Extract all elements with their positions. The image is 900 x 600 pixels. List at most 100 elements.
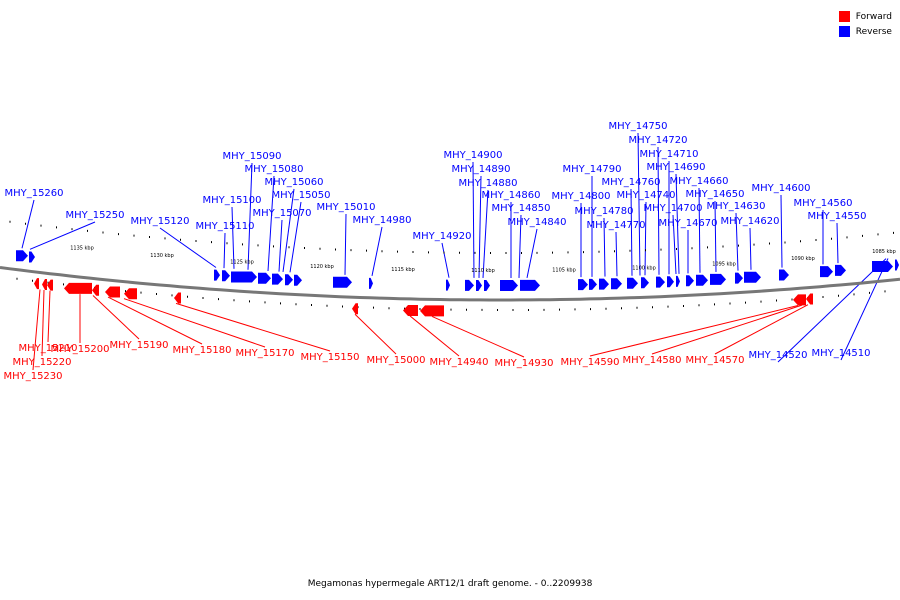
- forward-gene-arrow: [42, 279, 47, 291]
- ruler-label: 1100 kbp: [632, 265, 656, 271]
- reverse-gene-label: MHY_14670: [658, 218, 717, 229]
- reverse-gene-arrow: [676, 275, 680, 287]
- forward-gene-arrow: [806, 293, 813, 305]
- reverse-gene-label: MHY_14600: [751, 183, 810, 194]
- reverse-gene-label: MHY_14880: [458, 178, 517, 189]
- reverse-gene-arrow: [872, 260, 893, 272]
- forward-gene-label: MHY_15170: [235, 348, 294, 359]
- connector-line: [441, 242, 450, 278]
- reverse-gene-label: MHY_14980: [352, 215, 411, 226]
- connector-line: [289, 201, 302, 273]
- reverse-gene-arrow: [294, 274, 302, 286]
- connector-line: [32, 289, 41, 371]
- forward-gene-label: MHY_14940: [429, 357, 488, 368]
- connector-line: [29, 221, 96, 250]
- reverse-gene-arrow: [656, 276, 665, 288]
- legend-forward: Forward: [838, 9, 892, 24]
- reverse-gene-label: MHY_14740: [616, 190, 675, 201]
- forward-gene-arrow: [420, 305, 444, 317]
- reverse-gene-label: MHY_15120: [130, 216, 189, 227]
- reverse-gene-arrow: [333, 276, 352, 288]
- reverse-gene-label: MHY_14660: [669, 176, 728, 187]
- connector-line: [431, 315, 525, 358]
- connector-line: [603, 217, 606, 277]
- reverse-gene-arrow: [285, 274, 293, 286]
- reverse-gene-arrow: [641, 277, 649, 289]
- reverse-gene-label: MHY_14700: [643, 203, 702, 214]
- reverse-gene-arrow: [214, 269, 220, 281]
- connector-line: [107, 296, 203, 345]
- ruler-label: 1125 kbp: [230, 259, 254, 265]
- reverse-gene-label: MHY_14850: [491, 203, 550, 214]
- reverse-gene-label: MHY_14510: [811, 348, 870, 359]
- reverse-gene-label: MHY_14890: [451, 164, 510, 175]
- ruler-label: 1115 kbp: [391, 267, 415, 273]
- forward-gene-label: MHY_15000: [366, 355, 425, 366]
- legend-reverse: Reverse: [838, 24, 892, 39]
- reverse-gene-arrow: [446, 279, 450, 291]
- label-connectors: [21, 132, 889, 371]
- reverse-gene-label: MHY_14720: [628, 135, 687, 146]
- reverse-gene-label: MHY_14690: [646, 162, 705, 173]
- forward-gene-arrow: [47, 279, 53, 291]
- connector-line: [175, 302, 331, 352]
- forward-gene-arrow: [174, 292, 181, 304]
- reverse-gene-label: MHY_14560: [793, 198, 852, 209]
- reverse-gene-label: MHY_15250: [65, 210, 124, 221]
- connector-line: [282, 188, 295, 272]
- forward-gene-label: MHY_15180: [172, 345, 231, 356]
- connector-line: [749, 227, 752, 270]
- connector-line: [123, 298, 266, 348]
- reverse-gene-label: MHY_14790: [562, 164, 621, 175]
- reverse-gene-label: MHY_15050: [271, 190, 330, 201]
- reverse-gene-label: MHY_14520: [748, 350, 807, 361]
- reverse-gene-arrow: [710, 273, 726, 285]
- forward-gene-label: MHY_15220: [12, 357, 71, 368]
- reverse-gene-arrow: [696, 274, 708, 286]
- reverse-gene-arrow: [272, 273, 283, 285]
- reverse-gene-label: MHY_14900: [443, 150, 502, 161]
- connector-line: [223, 232, 226, 269]
- reverse-gene-arrow: [599, 278, 609, 290]
- forward-gene-arrow: [92, 284, 99, 296]
- ruler-label: 1130 kbp: [150, 253, 174, 259]
- reverse-gene-label: MHY_15090: [222, 151, 281, 162]
- connector-line: [735, 212, 739, 271]
- forward-gene-label: MHY_14570: [685, 355, 744, 366]
- connector-line: [409, 315, 460, 357]
- connector-line: [478, 175, 482, 278]
- forward-gene-label: MHY_15210: [18, 343, 77, 354]
- reverse-gene-label: MHY_14630: [706, 201, 765, 212]
- connector-line: [615, 231, 618, 277]
- reverse-swatch: [838, 26, 850, 37]
- legend: Forward Reverse: [838, 9, 892, 39]
- connector-line: [231, 206, 235, 269]
- connector-line: [589, 304, 799, 357]
- forward-gene-label: MHY_15230: [3, 371, 62, 382]
- reverse-gene-label: MHY_14550: [807, 211, 866, 222]
- connector-line: [247, 162, 253, 270]
- reverse-gene-label: MHY_14840: [507, 217, 566, 228]
- reverse-gene-label: MHY_14750: [608, 121, 667, 132]
- connector-line: [672, 214, 677, 274]
- connector-line: [836, 222, 839, 264]
- reverse-gene-arrow: [484, 279, 490, 291]
- connector-line: [92, 295, 140, 340]
- genome-backbone: [0, 266, 900, 302]
- ruler-label: 1090 kbp: [791, 256, 815, 262]
- ruler-label: 1135 kbp: [70, 245, 94, 251]
- connector-line: [344, 213, 347, 275]
- connector-line: [482, 189, 489, 278]
- ruler-label: 1095 kbp: [712, 261, 736, 267]
- forward-gene-arrow: [34, 278, 39, 290]
- legend-reverse-label: Reverse: [855, 26, 892, 37]
- legend-forward-label: Forward: [855, 11, 892, 22]
- connector-line: [675, 173, 680, 274]
- forward-gene-arrow: [64, 282, 92, 294]
- gene-arrows: [16, 250, 899, 317]
- reverse-gene-arrow: [258, 272, 271, 284]
- connector-line: [47, 290, 51, 343]
- reverse-gene-arrow: [667, 276, 674, 288]
- connector-line: [21, 199, 35, 249]
